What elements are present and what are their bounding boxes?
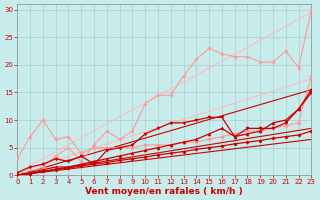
X-axis label: Vent moyen/en rafales ( km/h ): Vent moyen/en rafales ( km/h ) — [85, 187, 243, 196]
